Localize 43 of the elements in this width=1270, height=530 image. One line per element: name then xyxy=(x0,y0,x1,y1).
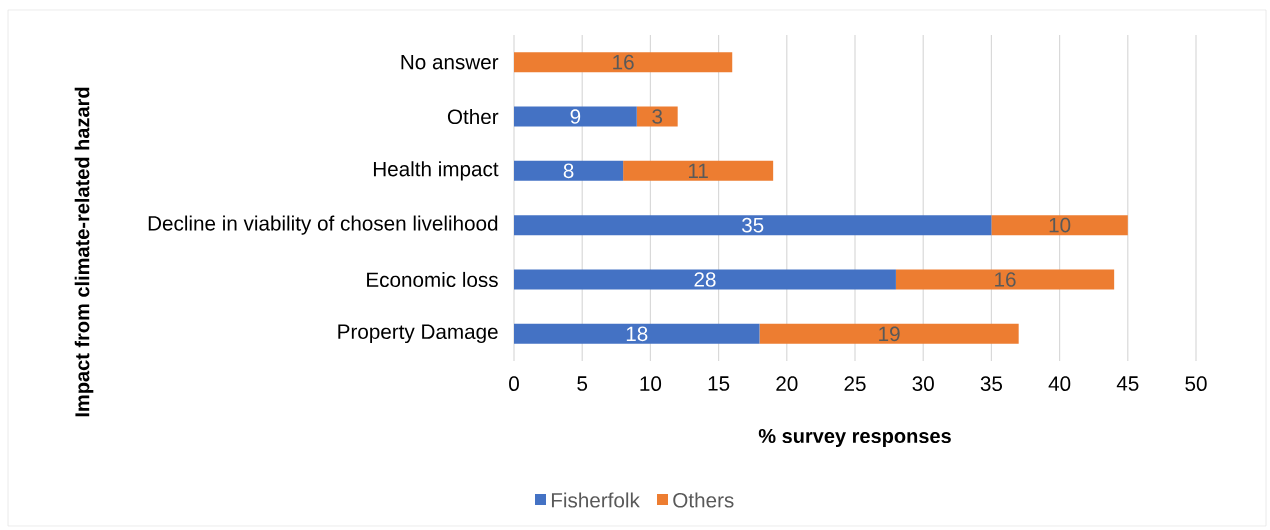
x-tick-label: 35 xyxy=(980,376,1003,391)
bar xyxy=(514,323,760,344)
legend-label: Others xyxy=(673,492,734,508)
y-tick-label: Health impact xyxy=(373,161,499,181)
x-tick-label: 50 xyxy=(1185,376,1207,391)
data-label: 28 xyxy=(694,272,716,287)
y-tick-label: Decline in viability of chosen livelihood xyxy=(148,215,498,235)
x-axis-title: % survey responses xyxy=(758,428,951,448)
data-label: 19 xyxy=(879,326,900,342)
data-label: 11 xyxy=(688,163,708,178)
legend-label: Fisherfolk xyxy=(551,492,640,508)
bar xyxy=(514,269,896,290)
bar xyxy=(514,106,637,127)
bar xyxy=(514,215,992,236)
x-tick-label: 5 xyxy=(577,376,588,391)
bar xyxy=(991,215,1128,236)
y-tick-label: No answer xyxy=(401,54,499,70)
data-label: 35 xyxy=(742,217,764,233)
bar xyxy=(636,106,678,127)
x-tick-label: 0 xyxy=(509,376,519,391)
y-axis-title: Impact from climate-related hazard xyxy=(74,87,94,417)
data-label: 16 xyxy=(613,54,634,70)
y-tick-label: Other xyxy=(447,108,499,125)
x-tick-label: 25 xyxy=(844,376,866,391)
x-tick-label: 45 xyxy=(1116,376,1139,391)
data-label: 9 xyxy=(570,109,581,124)
x-tick-label: 20 xyxy=(776,376,798,391)
bar xyxy=(514,160,624,181)
data-label: 3 xyxy=(652,109,663,124)
data-label: 16 xyxy=(995,272,1016,287)
bar xyxy=(895,269,1115,290)
x-tick-label: 30 xyxy=(912,376,934,391)
bar xyxy=(623,160,774,181)
y-tick-label: Economic loss xyxy=(367,271,498,288)
bar xyxy=(514,52,733,73)
x-tick-label: 15 xyxy=(708,376,730,391)
x-tick-label: 40 xyxy=(1048,376,1071,391)
data-label: 10 xyxy=(1049,217,1071,233)
data-label: 8 xyxy=(563,163,574,179)
data-label: 18 xyxy=(626,326,648,342)
bar xyxy=(759,323,1019,344)
y-tick-label: Property Damage xyxy=(338,324,498,344)
x-tick-label: 10 xyxy=(640,376,662,391)
